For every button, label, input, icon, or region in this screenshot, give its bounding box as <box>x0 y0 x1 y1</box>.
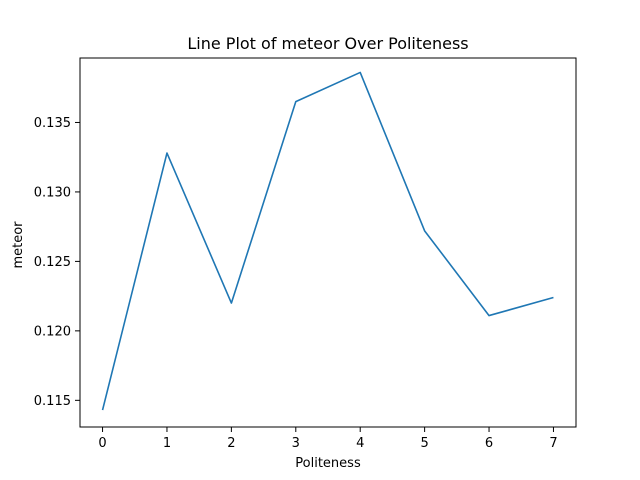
y-axis: 0.115 0.120 0.125 0.130 0.135 <box>34 116 80 409</box>
chart-title: Line Plot of meteor Over Politeness <box>187 34 468 53</box>
x-tick-label: 5 <box>420 436 428 451</box>
axes-frame <box>79 57 577 428</box>
y-axis-label: meteor <box>11 221 26 269</box>
y-tick-label: 0.120 <box>34 324 71 339</box>
y-tick-label: 0.130 <box>34 185 71 200</box>
x-tick-label: 6 <box>485 436 493 451</box>
x-tick-label: 4 <box>356 436 364 451</box>
x-axis: 0 1 2 3 4 5 6 7 <box>98 427 558 451</box>
x-tick-label: 7 <box>549 436 557 451</box>
x-tick-label: 2 <box>227 436 235 451</box>
plot-area <box>79 57 577 428</box>
y-tick-label: 0.115 <box>34 394 71 409</box>
x-axis-label: Politeness <box>295 456 361 471</box>
x-tick-label: 3 <box>292 436 300 451</box>
series-line-0 <box>101 71 554 411</box>
x-tick-label: 1 <box>163 436 171 451</box>
y-tick-label: 0.125 <box>34 255 71 270</box>
y-tick-label: 0.135 <box>34 116 71 131</box>
x-tick-label: 0 <box>98 436 106 451</box>
